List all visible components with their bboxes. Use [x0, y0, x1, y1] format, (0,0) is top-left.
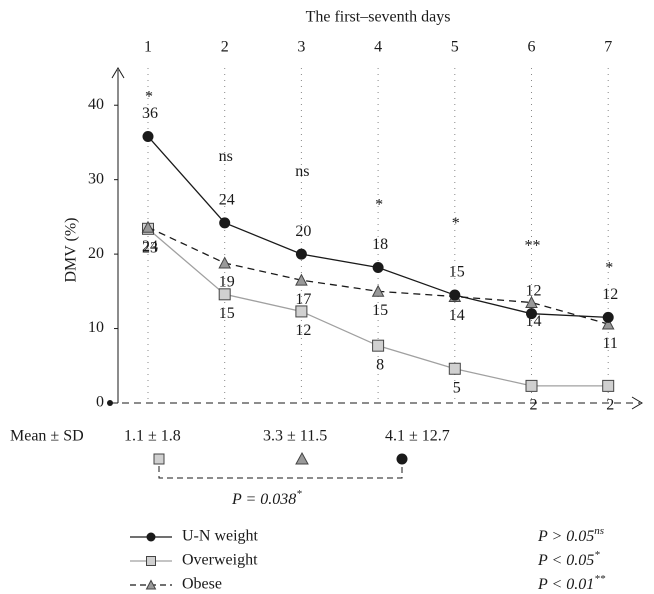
- marker: [526, 308, 537, 320]
- marker: [295, 248, 307, 260]
- data-label: 24: [142, 238, 158, 255]
- data-label: 12: [602, 286, 618, 303]
- marker: [141, 220, 155, 233]
- p-note: P < 0.01**: [537, 573, 606, 593]
- p-notes: P > 0.05ns P < 0.05* P < 0.01**: [537, 525, 606, 593]
- p-note-sup: **: [594, 573, 606, 585]
- significance: *: [452, 215, 460, 232]
- marker: [219, 217, 231, 229]
- x-tick-label: 6: [528, 39, 536, 56]
- marker: [146, 532, 156, 542]
- marker: [602, 311, 614, 323]
- x-tick-label: 3: [297, 39, 305, 56]
- data-label: 17: [295, 291, 311, 308]
- data-label: 15: [449, 264, 465, 281]
- marker: [145, 579, 157, 590]
- x-tick-label: 4: [374, 39, 382, 56]
- marker: [601, 317, 615, 330]
- mean-marker: [295, 451, 309, 465]
- data-label: 2: [606, 397, 614, 414]
- data-label: 19: [219, 274, 235, 291]
- x-tick-label: 2: [221, 39, 229, 56]
- data-label: 14: [449, 307, 465, 324]
- data-label: 2: [530, 397, 538, 414]
- mean-sd-value: 1.1 ± 1.8: [124, 428, 181, 445]
- marker: [449, 289, 461, 301]
- p-note: P < 0.05*: [537, 549, 600, 569]
- legend-label: U-N weight: [182, 528, 259, 545]
- marker: [525, 295, 538, 308]
- data-label: 36: [142, 105, 158, 122]
- marker: [146, 556, 156, 566]
- y-axis-label: DMV (%): [63, 217, 80, 282]
- significance: *: [375, 196, 383, 213]
- marker: [371, 284, 385, 297]
- significance: ns: [295, 163, 309, 180]
- p-note-main: P > 0.05: [537, 528, 594, 545]
- marker: [372, 262, 384, 274]
- marker: [295, 305, 308, 318]
- comparison-text: P = 0.038*: [231, 488, 302, 508]
- y-tick-label: 30: [88, 170, 104, 187]
- y-axis-arrow: [111, 67, 125, 79]
- mean-marker: [153, 453, 165, 465]
- data-label: 5: [453, 379, 461, 396]
- marker: [218, 288, 231, 301]
- data-label: 18: [372, 236, 388, 253]
- comparison-main: P = 0.038: [231, 491, 296, 508]
- origin-dot: [107, 400, 113, 406]
- marker: [448, 362, 461, 375]
- significance: ns: [219, 148, 233, 165]
- comparison-sup: *: [296, 488, 302, 500]
- significance: *: [605, 260, 613, 277]
- marker: [142, 130, 154, 142]
- y-tick-label: 40: [88, 96, 104, 113]
- x-tick-label: 1: [144, 39, 152, 56]
- marker: [525, 379, 538, 392]
- comparison-bracket: [158, 466, 403, 479]
- data-label: 23: [142, 239, 158, 256]
- y-tick-label: 20: [88, 245, 104, 262]
- marker: [295, 273, 308, 286]
- data-label: 12: [526, 282, 542, 299]
- legend-label: Obese: [182, 576, 222, 593]
- x-tick-label: 7: [604, 39, 612, 56]
- significance: *: [145, 88, 153, 105]
- p-note-sup: ns: [594, 525, 604, 537]
- data-label: 20: [295, 223, 311, 240]
- marker: [602, 379, 615, 392]
- p-note-sup: *: [594, 549, 600, 561]
- data-label: 11: [602, 335, 617, 352]
- p-note-main: P < 0.05: [537, 552, 594, 569]
- data-label: 12: [295, 322, 311, 339]
- mean-sd-label: Mean ± SD: [10, 428, 84, 445]
- mean-marker: [396, 453, 408, 465]
- x-axis-arrow: [631, 396, 643, 410]
- marker: [218, 256, 232, 269]
- mean-sd-value: 4.1 ± 12.7: [385, 428, 450, 445]
- x-tick-label: 5: [451, 39, 459, 56]
- marker: [372, 339, 385, 352]
- significance: **: [525, 237, 541, 254]
- p-note-main: P < 0.01: [537, 576, 594, 593]
- y-tick-label: 10: [88, 319, 104, 336]
- legend-label: Overweight: [182, 552, 258, 569]
- data-label: 24: [219, 192, 235, 209]
- mean-sd-value: 3.3 ± 11.5: [263, 428, 327, 445]
- data-label: 15: [372, 302, 388, 319]
- data-label: 8: [376, 356, 384, 373]
- data-label: 15: [219, 305, 235, 322]
- p-note: P > 0.05ns: [537, 525, 604, 545]
- y-tick-label: 0: [96, 394, 104, 411]
- chart-title: The first–seventh days: [306, 9, 451, 26]
